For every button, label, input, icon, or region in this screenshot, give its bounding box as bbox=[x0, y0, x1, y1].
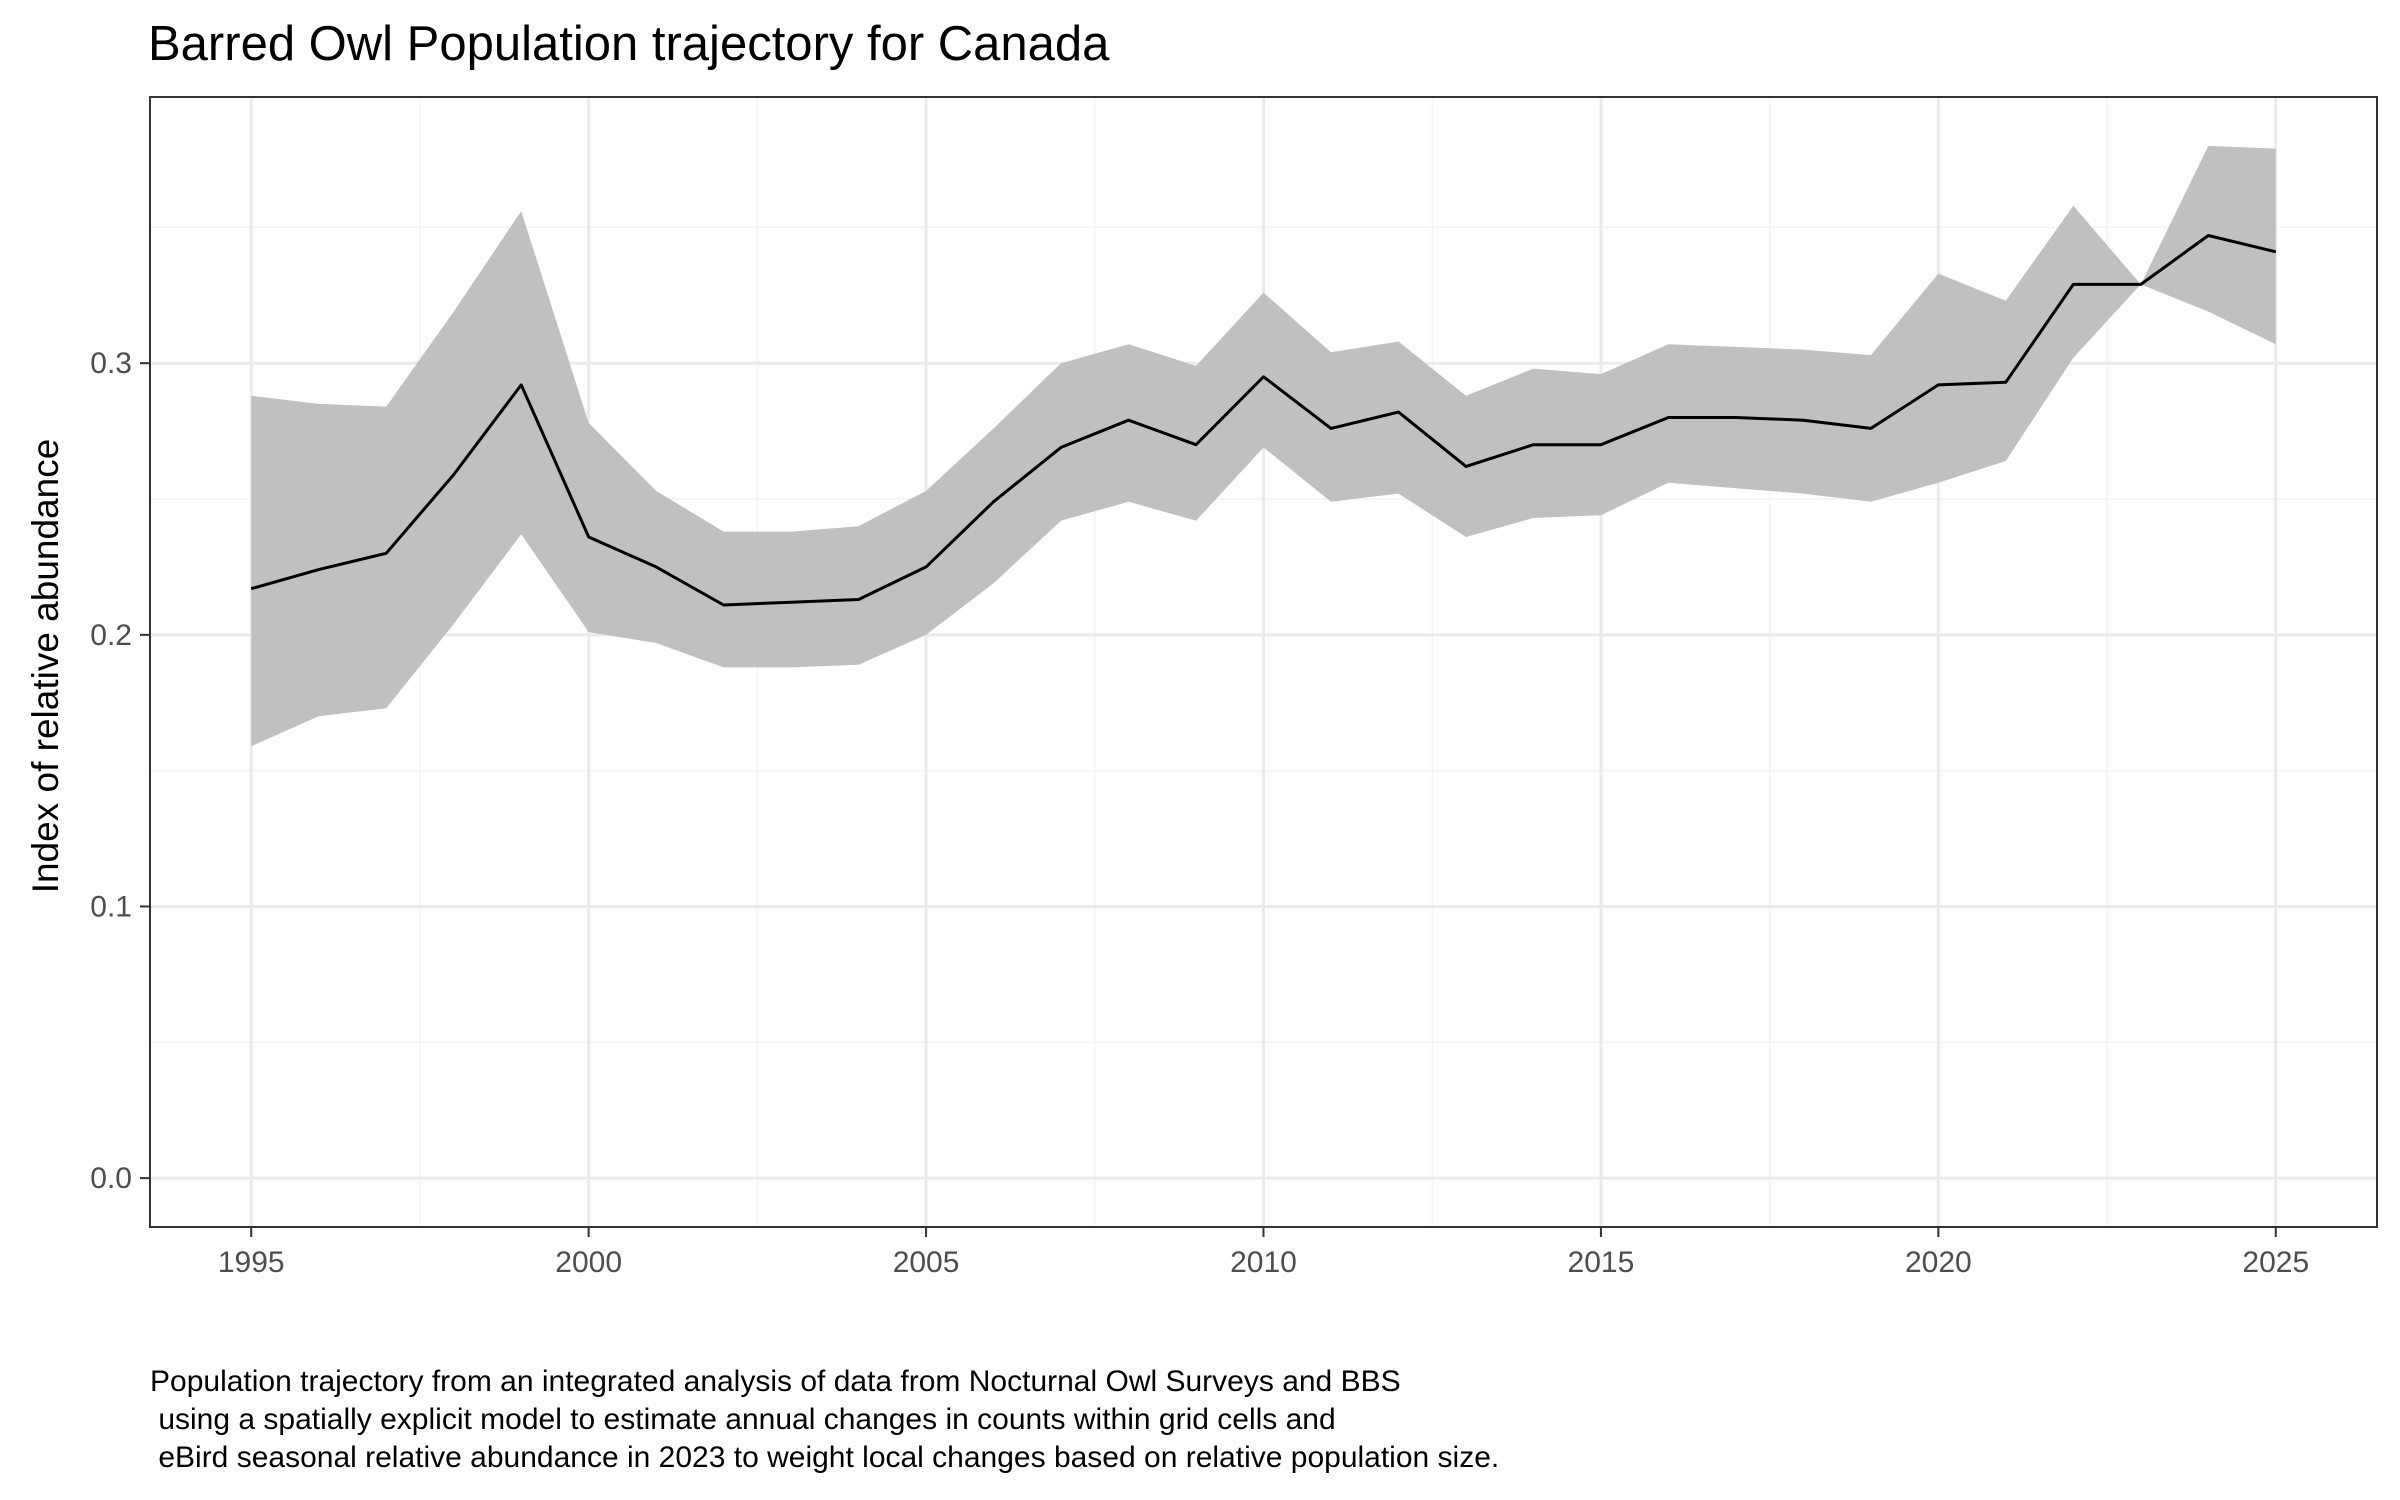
y-tick-label: 0.2 bbox=[90, 619, 132, 652]
x-tick-label: 2025 bbox=[2242, 1246, 2309, 1279]
x-tick-label: 2010 bbox=[1230, 1246, 1297, 1279]
x-tick-label: 1995 bbox=[218, 1246, 285, 1279]
axes: 1995 2000 2005 2010 2015 2020 2025 0.0 0.1 0.2 0.3 bbox=[90, 347, 2309, 1279]
confidence-ribbon bbox=[251, 145, 2276, 747]
y-tick-label: 0.3 bbox=[90, 347, 132, 380]
x-tick-label: 2000 bbox=[555, 1246, 622, 1279]
x-tick-label: 2005 bbox=[893, 1246, 960, 1279]
y-tick-label: 0.0 bbox=[90, 1162, 132, 1195]
trend-line bbox=[250, 234, 2277, 607]
x-tick-label: 2020 bbox=[1905, 1246, 1972, 1279]
x-tick-label: 2015 bbox=[1568, 1246, 1635, 1279]
caption-line: eBird seasonal relative abundance in 202… bbox=[150, 1441, 1499, 1474]
caption: Population trajectory from an integrated… bbox=[150, 1365, 1499, 1474]
caption-line: using a spatially explicit model to esti… bbox=[150, 1403, 1336, 1436]
y-tick-label: 0.1 bbox=[90, 890, 132, 923]
caption-line: Population trajectory from an integrated… bbox=[150, 1365, 1401, 1398]
y-axis-label: Index of relative abundance bbox=[25, 439, 66, 894]
chart-title: Barred Owl Population trajectory for Can… bbox=[148, 17, 1110, 71]
